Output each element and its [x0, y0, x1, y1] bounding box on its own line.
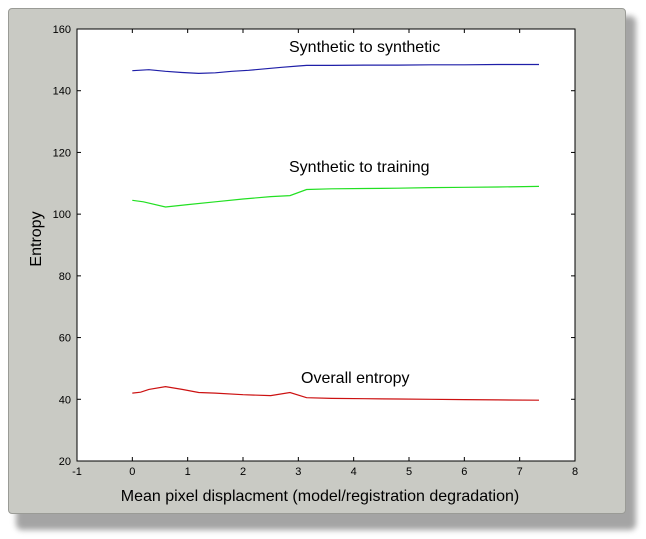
series-line-2: [132, 385, 540, 401]
series-lines: [132, 63, 540, 401]
y-tick-label: 60: [59, 333, 71, 345]
y-tick-label: 100: [53, 209, 71, 221]
y-tick-label: 40: [59, 394, 71, 406]
x-axis-label: Mean pixel displacment (model/registrati…: [121, 488, 519, 505]
x-tick-label: 0: [129, 466, 135, 478]
y-tick-label: 80: [59, 271, 71, 283]
x-tick-label: 1: [185, 466, 191, 478]
x-tick-label: 5: [406, 466, 412, 478]
series-annotation-0: Synthetic to synthetic: [289, 39, 440, 56]
series-line-0: [132, 63, 539, 75]
y-tick-label: 20: [59, 456, 71, 468]
x-tick-label: 4: [351, 466, 357, 478]
plot-area: [76, 28, 576, 462]
y-tick-label: 140: [53, 86, 71, 98]
x-tick-label: 7: [517, 466, 523, 478]
x-tick-label: 3: [295, 466, 301, 478]
series-annotation-2: Overall entropy: [301, 370, 410, 387]
x-tick-label: 6: [461, 466, 467, 478]
y-tick-label: 160: [53, 24, 71, 36]
x-tick-label: 2: [240, 466, 246, 478]
series-annotation-1: Synthetic to training: [289, 159, 430, 176]
axis-ticks: -1 0 1 2 3 4 5 6 7 8 20 40 60 80 100 120 140 160: [53, 24, 578, 478]
series-line-1: [132, 185, 540, 208]
series-annotations: Synthetic to synthetic Synthetic to train…: [289, 39, 440, 387]
y-axis-label: Entropy: [28, 211, 45, 266]
y-tick-label: 120: [53, 147, 71, 159]
x-tick-label: 8: [572, 466, 578, 478]
x-tick-label: -1: [72, 466, 82, 478]
